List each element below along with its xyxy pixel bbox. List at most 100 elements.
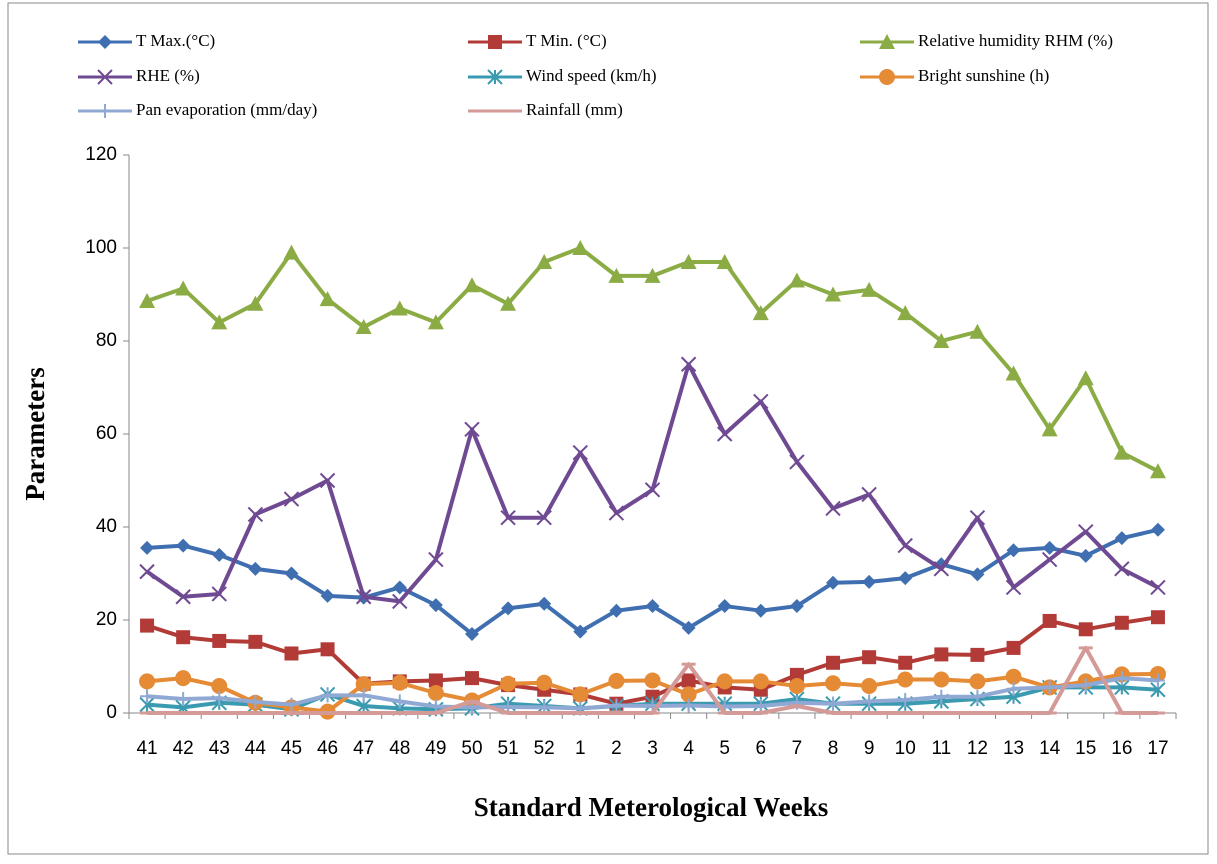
data-point — [861, 678, 878, 695]
x-tick-label: 49 — [425, 738, 446, 759]
data-point — [176, 692, 191, 707]
legend-label: Wind speed (km/h) — [526, 66, 657, 85]
x-tick-label: 16 — [1111, 738, 1132, 759]
data-point — [1114, 561, 1130, 577]
legend-marker — [488, 35, 502, 49]
legend-marker — [487, 69, 503, 85]
data-point — [248, 561, 263, 576]
x-tick-label: 5 — [719, 738, 730, 759]
data-point — [1114, 615, 1129, 630]
data-point — [247, 295, 264, 311]
data-point — [175, 280, 192, 296]
x-tick-label: 17 — [1147, 738, 1168, 759]
data-point — [176, 538, 191, 553]
x-tick-label: 7 — [792, 738, 803, 759]
data-point — [355, 319, 372, 335]
legend-label: Rainfall (mm) — [526, 100, 623, 119]
x-tick-label: 47 — [353, 738, 374, 759]
data-point — [789, 667, 804, 682]
x-tick-label: 41 — [136, 738, 157, 759]
legend-item: Bright sunshine (h) — [860, 66, 1049, 85]
data-point — [536, 253, 553, 269]
data-point — [897, 305, 914, 321]
x-tick-label: 44 — [245, 738, 267, 759]
x-tick-label: 1 — [575, 738, 586, 759]
data-point — [969, 509, 986, 526]
x-tick-label: 12 — [967, 738, 988, 759]
data-point — [1005, 365, 1022, 381]
data-point — [753, 393, 769, 410]
data-point — [463, 277, 480, 293]
legend-marker — [98, 35, 112, 49]
data-point — [644, 672, 661, 689]
x-tick-label: 52 — [534, 738, 555, 759]
x-tick-label: 8 — [828, 738, 839, 759]
data-point — [862, 694, 877, 709]
data-point — [680, 356, 697, 372]
data-point — [248, 694, 263, 709]
data-point — [862, 650, 877, 665]
data-point — [392, 593, 408, 610]
data-point — [934, 647, 949, 662]
x-tick-label: 13 — [1003, 738, 1024, 759]
y-tick-label: 100 — [85, 237, 117, 258]
data-point — [284, 646, 299, 661]
data-point — [1150, 579, 1166, 596]
legend-item: Pan evaporation (mm/day) — [78, 100, 317, 119]
data-point — [355, 676, 372, 693]
x-tick-label: 45 — [281, 738, 302, 759]
data-point — [717, 599, 732, 614]
legend-item: RHE (%) — [78, 66, 200, 85]
x-tick-label: 43 — [209, 738, 230, 759]
data-point — [825, 286, 842, 302]
x-tick-label: 2 — [611, 738, 622, 759]
data-point — [897, 537, 913, 554]
data-point — [970, 647, 985, 662]
data-point — [1006, 640, 1021, 655]
data-point — [897, 671, 914, 688]
data-point — [211, 314, 228, 330]
data-point — [1150, 673, 1165, 688]
data-point — [898, 571, 913, 586]
legend-item: T Min. (°C) — [468, 31, 607, 50]
legend-marker — [879, 34, 895, 49]
x-tick-label: 4 — [683, 738, 694, 759]
data-point — [500, 509, 516, 526]
data-point — [1113, 444, 1130, 460]
data-point — [140, 618, 155, 633]
data-point — [789, 599, 804, 614]
data-point — [825, 675, 842, 692]
x-tick-label: 11 — [931, 738, 951, 759]
data-point — [1078, 548, 1093, 563]
data-point — [861, 486, 877, 503]
data-point — [427, 314, 444, 330]
data-point — [573, 624, 588, 639]
data-point — [1006, 543, 1021, 558]
data-point — [933, 561, 950, 577]
legend-label: T Max.(°C) — [136, 31, 215, 50]
data-point — [139, 673, 156, 690]
data-point — [212, 691, 227, 706]
data-point — [248, 634, 263, 649]
data-point — [140, 540, 155, 555]
data-point — [1149, 463, 1166, 479]
legend-marker — [97, 69, 113, 85]
data-point — [501, 601, 516, 616]
data-point — [681, 620, 696, 635]
data-point — [500, 675, 517, 692]
legend-item: Wind speed (km/h) — [468, 66, 657, 85]
data-point — [1042, 680, 1057, 695]
data-point — [464, 421, 480, 438]
data-point — [212, 547, 227, 562]
y-axis-title: Parameters — [20, 367, 50, 500]
x-tick-label: 50 — [461, 738, 482, 759]
data-point — [572, 686, 589, 703]
data-point — [536, 674, 553, 691]
legend-item: T Max.(°C) — [78, 31, 215, 50]
data-point — [1041, 551, 1058, 568]
data-point — [716, 673, 733, 690]
data-point — [1114, 671, 1129, 686]
chart-frame — [7, 2, 1209, 855]
